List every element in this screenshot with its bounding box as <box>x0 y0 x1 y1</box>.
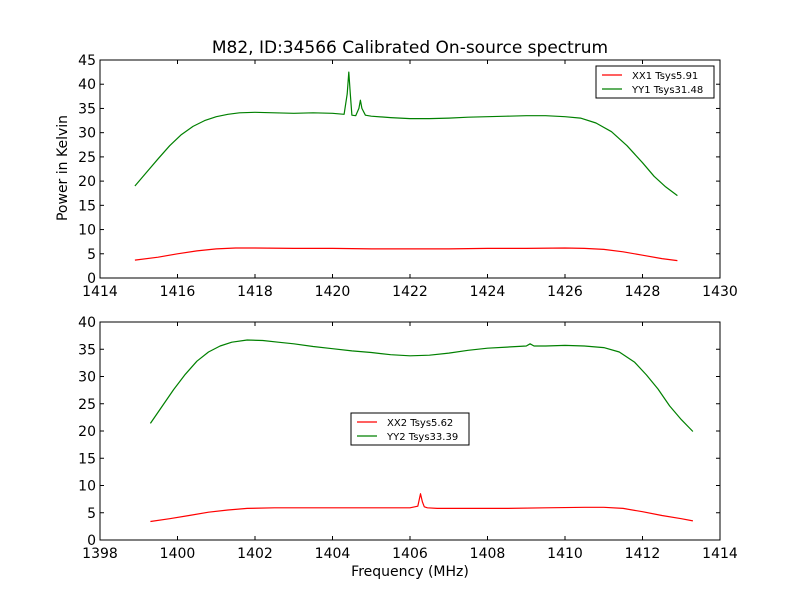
bottom-x-tick-label: 1410 <box>547 546 583 562</box>
bottom-y-tick-label: 20 <box>78 424 96 440</box>
chart-title: M82, ID:34566 Calibrated On-source spect… <box>212 38 608 58</box>
top-y-axis-label: Power in Kelvin <box>55 115 71 221</box>
top-y-tick-label: 10 <box>78 223 96 239</box>
top-y-tick-label: 30 <box>78 126 96 142</box>
top-plot-panel: 1414 1416 1418 1420 1422 1424 1426 1428 1430 0 5 10… <box>78 53 738 300</box>
top-y-tick-label: 5 <box>87 247 96 263</box>
bottom-y-tick-label: 5 <box>87 506 96 522</box>
top-series-line-yy1 <box>134 71 678 197</box>
top-legend-box <box>595 65 715 99</box>
bottom-x-tick-label: 1400 <box>160 546 196 562</box>
bottom-x-tick-label: 1402 <box>237 546 273 562</box>
top-x-tick-label: 1416 <box>160 284 196 300</box>
top-x-tick-label: 1424 <box>470 284 506 300</box>
top-x-tick-label: 1428 <box>625 284 661 300</box>
bottom-legend: XX2 Tsys5.62 YY2 Tsys33.39 <box>350 412 470 446</box>
bottom-y-tick-label: 40 <box>78 315 96 331</box>
bottom-x-axis-label: Frequency (MHz) <box>351 564 469 580</box>
bottom-y-tick-label: 35 <box>78 342 96 358</box>
top-x-tick-label: 1426 <box>547 284 583 300</box>
top-y-tick-label: 35 <box>78 101 96 117</box>
bottom-legend-label: XX2 Tsys5.62 <box>387 418 453 429</box>
bottom-x-tick-label: 1412 <box>625 546 661 562</box>
bottom-x-tick-label: 1404 <box>315 546 351 562</box>
top-y-tick-label: 40 <box>78 77 96 93</box>
bottom-legend-label: YY2 Tsys33.39 <box>386 432 458 443</box>
top-x-tick-label: 1422 <box>392 284 428 300</box>
bottom-plot-panel: 1398 1400 1402 1404 1406 1408 1410 1412 1414 0 5 10… <box>78 315 738 562</box>
bottom-y-tick-label: 25 <box>78 397 96 413</box>
bottom-series-line-xx2 <box>150 493 694 523</box>
bottom-y-tick-label: 10 <box>78 479 96 495</box>
bottom-legend-box <box>350 412 470 446</box>
bottom-series-line-yy2 <box>149 339 694 432</box>
bottom-x-tick-label: 1408 <box>470 546 506 562</box>
top-x-tick-label: 1418 <box>237 284 273 300</box>
bottom-y-tick-label: 30 <box>78 370 96 386</box>
top-series-line-xx1 <box>134 247 678 262</box>
top-y-tick-label: 25 <box>78 150 96 166</box>
top-x-tick-label: 1414 <box>82 284 118 300</box>
top-legend: XX1 Tsys5.91 YY1 Tsys31.48 <box>595 65 715 99</box>
bottom-y-tick-label: 15 <box>78 451 96 467</box>
top-y-tick-label: 45 <box>78 53 96 69</box>
top-legend-label: XX1 Tsys5.91 <box>632 71 698 82</box>
top-legend-label: YY1 Tsys31.48 <box>631 85 703 96</box>
top-y-tick-label: 15 <box>78 198 96 214</box>
bottom-y-tick-label: 0 <box>87 533 96 549</box>
bottom-x-tick-label: 1414 <box>702 546 738 562</box>
top-x-tick-label: 1430 <box>702 284 738 300</box>
top-y-tick-label: 20 <box>78 174 96 190</box>
top-y-tick-label: 0 <box>87 271 96 287</box>
top-x-tick-label: 1420 <box>315 284 351 300</box>
bottom-x-tick-label: 1398 <box>82 546 118 562</box>
bottom-x-tick-label: 1406 <box>392 546 428 562</box>
